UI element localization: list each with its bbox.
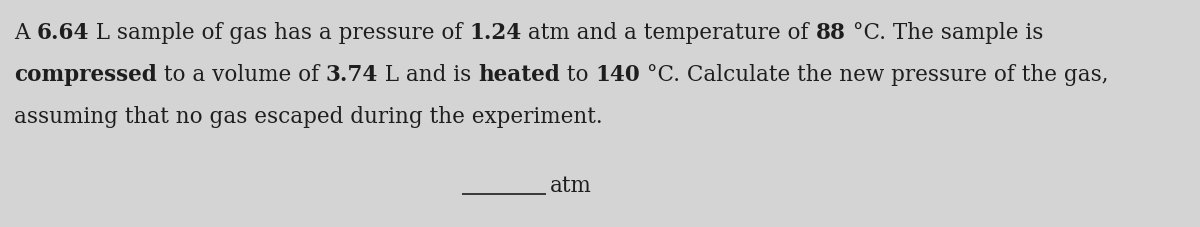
Text: 140: 140 <box>595 64 640 86</box>
Text: 88: 88 <box>816 22 846 44</box>
Text: to: to <box>560 64 595 86</box>
Text: 6.64: 6.64 <box>36 22 89 44</box>
Text: heated: heated <box>479 64 560 86</box>
Text: A: A <box>14 22 36 44</box>
Text: °C. Calculate the new pressure of the gas,: °C. Calculate the new pressure of the ga… <box>640 64 1109 86</box>
Text: atm and a temperature of: atm and a temperature of <box>521 22 816 44</box>
Text: to a volume of: to a volume of <box>157 64 325 86</box>
Text: L and is: L and is <box>378 64 479 86</box>
Text: L sample of gas has a pressure of: L sample of gas has a pressure of <box>89 22 469 44</box>
Text: °C. The sample is: °C. The sample is <box>846 22 1043 44</box>
Text: 1.24: 1.24 <box>469 22 521 44</box>
Text: 3.74: 3.74 <box>325 64 378 86</box>
Text: atm: atm <box>550 174 592 196</box>
Text: compressed: compressed <box>14 64 157 86</box>
Text: assuming that no gas escaped during the experiment.: assuming that no gas escaped during the … <box>14 106 602 127</box>
